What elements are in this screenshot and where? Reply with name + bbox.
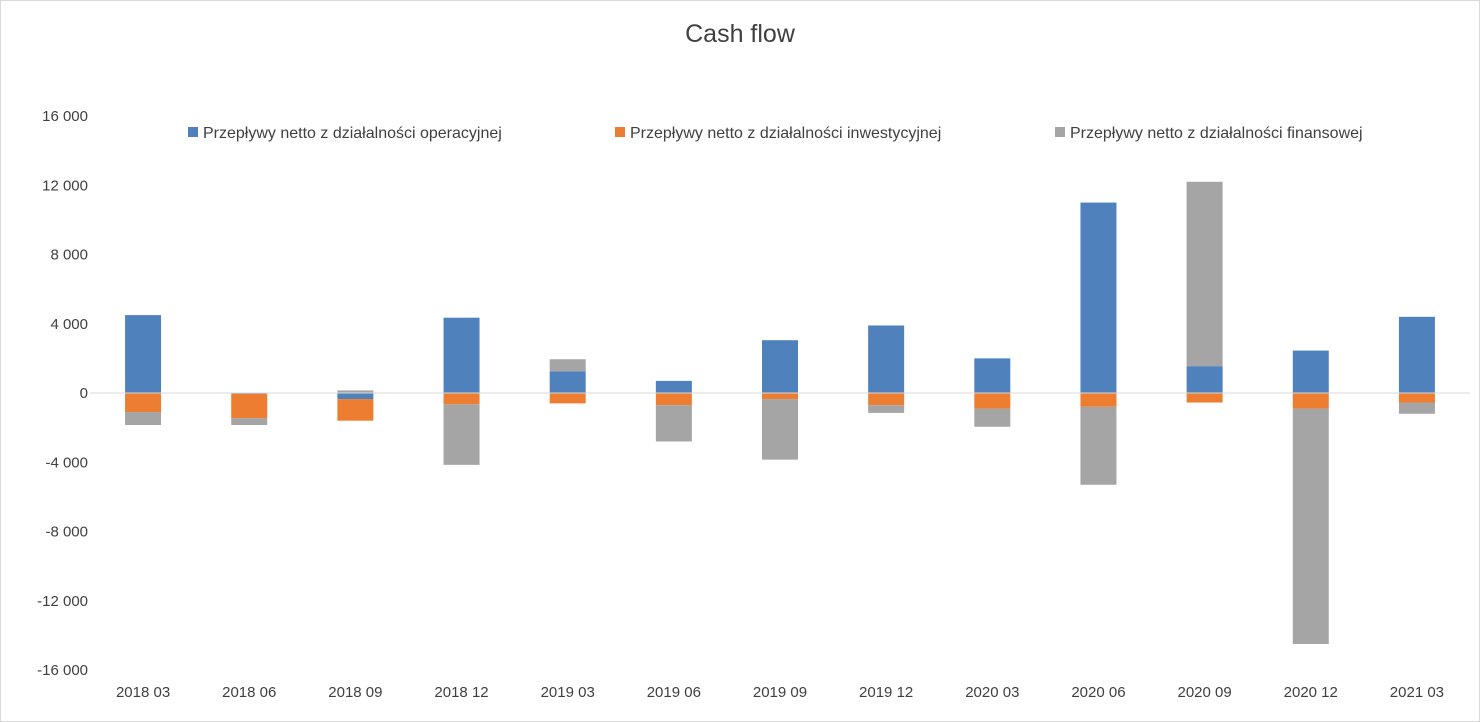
bar-segment-1 (1398, 316, 1435, 393)
bar-segment-1 (868, 325, 905, 393)
bar-segment-2 (231, 393, 268, 419)
y-axis-ticks: 16 000 12 000 8 000 4 000 0 -4 000 -8 000 -12 0… (37, 108, 88, 679)
bar-segment-1 (1080, 202, 1117, 393)
bar-segment-1 (337, 393, 374, 400)
bar-segment-3 (1398, 402, 1435, 414)
x-axis-ticks: 2018 03 2018 06 2018 09 2018 12 2019 03 2019 … (116, 684, 1444, 701)
bar-segment-2 (1398, 393, 1435, 403)
bar-segment-1 (762, 340, 798, 393)
legend-label-inwestycyjnej: Przepływy netto z działalności inwestycy… (630, 125, 941, 142)
bar-segment-2 (762, 393, 798, 400)
bar-segment-3 (125, 412, 162, 426)
bar-segment-3 (231, 418, 268, 426)
x-tick-label: 2018 03 (116, 684, 170, 701)
x-tick-label: 2020 06 (1071, 684, 1125, 701)
legend-label-finansowej: Przepływy netto z działalności finansowe… (1070, 125, 1363, 142)
bar-segment-1 (1186, 366, 1223, 393)
x-tick-label: 2019 06 (647, 684, 701, 701)
y-tick-label: 0 (80, 385, 88, 402)
y-tick-label: -8 000 (45, 524, 88, 541)
bar-segment-3 (868, 405, 905, 413)
bar-segment-3 (974, 408, 1011, 427)
x-tick-label: 2018 09 (328, 684, 382, 701)
x-tick-label: 2020 09 (1177, 684, 1231, 701)
bar-segment-3 (1186, 181, 1223, 367)
x-tick-label: 2018 06 (222, 684, 276, 701)
bar-segment-2 (868, 393, 905, 406)
bar-segment-2 (337, 399, 374, 421)
bar-segment-2 (1186, 393, 1223, 403)
bar-segment-3 (549, 359, 586, 372)
bar-segment-2 (549, 393, 586, 404)
x-tick-label: 2021 03 (1390, 684, 1444, 701)
y-tick-label: 8 000 (50, 247, 88, 264)
chart-title: Cash flow (685, 20, 795, 48)
bar-segment-3 (337, 390, 374, 393)
bar-segment-3 (443, 404, 480, 465)
y-tick-label: 12 000 (42, 177, 88, 194)
x-tick-label: 2019 09 (753, 684, 807, 701)
bar-segment-1 (443, 317, 480, 393)
bar-segment-3 (762, 399, 798, 460)
bar-segment-2 (125, 393, 162, 413)
x-tick-label: 2019 03 (541, 684, 595, 701)
bar-segment-2 (655, 393, 692, 406)
bar-segment-1 (974, 358, 1011, 393)
bar-segment-1 (549, 371, 586, 393)
bars (125, 181, 1435, 645)
legend-label-operacyjnej: Przepływy netto z działalności operacyjn… (203, 125, 502, 142)
legend-swatch-finansowej (1055, 127, 1065, 137)
bar-segment-3 (655, 405, 692, 442)
y-tick-label: -4 000 (45, 454, 88, 471)
legend: Przepływy netto z działalności operacyjn… (188, 125, 1363, 142)
x-tick-label: 2020 03 (965, 684, 1019, 701)
bar-segment-1 (1292, 350, 1329, 393)
legend-swatch-inwestycyjnej (615, 127, 625, 137)
bar-segment-1 (655, 380, 692, 393)
x-tick-label: 2018 12 (434, 684, 488, 701)
y-tick-label: 4 000 (50, 316, 88, 333)
bar-segment-3 (1292, 408, 1329, 645)
y-tick-label: -12 000 (37, 593, 88, 610)
bar-segment-2 (974, 393, 1011, 409)
bar-segment-3 (1080, 406, 1117, 485)
x-tick-label: 2019 12 (859, 684, 913, 701)
bar-segment-2 (1080, 393, 1117, 407)
bar-segment-2 (443, 393, 480, 405)
legend-swatch-operacyjnej (188, 127, 198, 137)
bar-segment-2 (1292, 393, 1329, 409)
x-tick-label: 2020 12 (1284, 684, 1338, 701)
y-tick-label: -16 000 (37, 662, 88, 679)
bar-segment-1 (125, 315, 162, 393)
y-tick-label: 16 000 (42, 108, 88, 125)
